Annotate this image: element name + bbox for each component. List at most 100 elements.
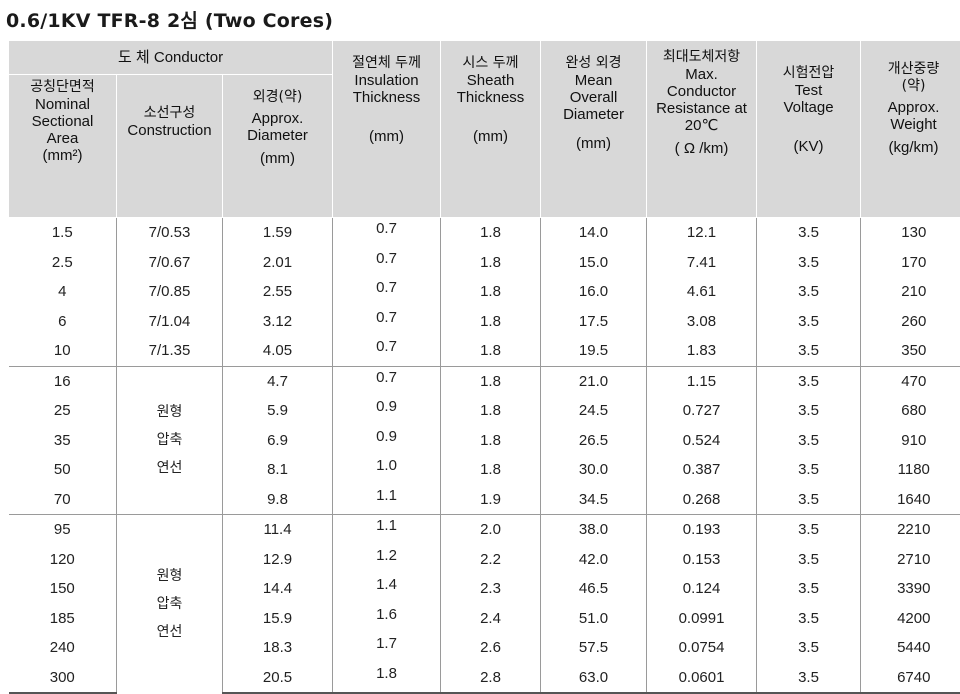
voltage-cell: 3.5 [757,307,861,337]
sheath-cell: 1.8 [441,248,541,278]
insulation-header: 절연체 두께 Insulation Thickness (mm) [333,41,441,218]
voltage-cell: 3.5 [757,455,861,485]
overall-cell: 63.0 [541,663,647,694]
construction-cell: 7/0.67 [117,248,223,278]
insulation-cell: 1.1 [333,485,441,515]
sheath-cell: 1.8 [441,366,541,396]
area-cell: 50 [9,455,117,485]
diameter-cell: 11.4 [223,515,333,545]
overall-cell: 26.5 [541,426,647,456]
table-body: 1.5 7/0.53 1.59 0.7 1.8 14.0 12.1 3.5 13… [9,218,960,694]
voltage-cell: 3.5 [757,426,861,456]
weight-cell: 2210 [861,515,960,545]
area-cell: 185 [9,604,117,634]
insulation-cell: 1.4 [333,574,441,604]
insulation-cell: 0.7 [333,277,441,307]
table-row: 6 7/1.04 3.12 0.7 1.8 17.5 3.08 3.5 260 [9,307,960,337]
diameter-cell: 2.01 [223,248,333,278]
resistance-cell: 0.153 [647,545,757,575]
overall-cell: 30.0 [541,455,647,485]
test-voltage-header: 시험전압 Test Voltage (KV) [757,41,861,218]
weight-cell: 910 [861,426,960,456]
diameter-cell: 1.59 [223,218,333,248]
sheath-cell: 2.3 [441,574,541,604]
weight-cell: 1180 [861,455,960,485]
diameter-cell: 20.5 [223,663,333,694]
table-row: 2.5 7/0.67 2.01 0.7 1.8 15.0 7.41 3.5 17… [9,248,960,278]
insulation-cell: 1.2 [333,545,441,575]
construction-header: 소선구성 Construction [117,75,223,218]
construction-cell: 7/0.85 [117,277,223,307]
diameter-cell: 9.8 [223,485,333,515]
voltage-cell: 3.5 [757,663,861,694]
overall-cell: 34.5 [541,485,647,515]
construction-cell: 7/0.53 [117,218,223,248]
area-cell: 10 [9,336,117,366]
weight-cell: 3390 [861,574,960,604]
weight-cell: 6740 [861,663,960,694]
area-cell: 240 [9,633,117,663]
sheath-cell: 1.8 [441,307,541,337]
voltage-cell: 3.5 [757,218,861,248]
voltage-cell: 3.5 [757,485,861,515]
construction-cell: 7/1.04 [117,307,223,337]
area-cell: 300 [9,663,117,694]
diameter-cell: 8.1 [223,455,333,485]
diameter-cell: 18.3 [223,633,333,663]
diameter-cell: 14.4 [223,574,333,604]
approx-diameter-header: 외경(약) Approx. Diameter (mm) [223,75,333,218]
insulation-cell: 0.7 [333,336,441,366]
sheath-cell: 2.0 [441,515,541,545]
area-cell: 1.5 [9,218,117,248]
insulation-cell: 0.9 [333,426,441,456]
table-row: 4 7/0.85 2.55 0.7 1.8 16.0 4.61 3.5 210 [9,277,960,307]
insulation-cell: 0.7 [333,307,441,337]
sheath-cell: 1.8 [441,455,541,485]
diameter-cell: 15.9 [223,604,333,634]
sheath-cell: 1.8 [441,277,541,307]
insulation-cell: 0.7 [333,366,441,396]
sheath-cell: 1.8 [441,396,541,426]
sheath-cell: 2.6 [441,633,541,663]
weight-cell: 470 [861,366,960,396]
area-cell: 95 [9,515,117,545]
sheath-cell: 2.4 [441,604,541,634]
resistance-cell: 0.0601 [647,663,757,694]
weight-cell: 4200 [861,604,960,634]
overall-diameter-header: 완성 외경 Mean Overall Diameter (mm) [541,41,647,218]
diameter-cell: 5.9 [223,396,333,426]
voltage-cell: 3.5 [757,366,861,396]
resistance-cell: 0.268 [647,485,757,515]
voltage-cell: 3.5 [757,248,861,278]
voltage-cell: 3.5 [757,574,861,604]
weight-cell: 1640 [861,485,960,515]
construction-type-label: 원형 압축 연선 [155,398,185,482]
voltage-cell: 3.5 [757,396,861,426]
conductor-group-header: 도 체 Conductor [9,41,333,75]
insulation-cell: 0.7 [333,218,441,248]
resistance-cell: 7.41 [647,248,757,278]
sheath-cell: 2.8 [441,663,541,694]
overall-cell: 17.5 [541,307,647,337]
diameter-cell: 3.12 [223,307,333,337]
weight-cell: 350 [861,336,960,366]
overall-cell: 16.0 [541,277,647,307]
insulation-cell: 1.0 [333,455,441,485]
overall-cell: 42.0 [541,545,647,575]
voltage-cell: 3.5 [757,545,861,575]
sheath-cell: 1.8 [441,336,541,366]
area-cell: 120 [9,545,117,575]
weight-header: 개산중량 (약) Approx. Weight (kg/km) [861,41,960,218]
diameter-cell: 12.9 [223,545,333,575]
diameter-cell: 2.55 [223,277,333,307]
overall-cell: 46.5 [541,574,647,604]
voltage-cell: 3.5 [757,277,861,307]
nominal-area-header: 공칭단면적 Nominal Sectional Area (mm²) [9,75,117,218]
resistance-cell: 0.124 [647,574,757,604]
overall-cell: 24.5 [541,396,647,426]
area-cell: 150 [9,574,117,604]
weight-cell: 260 [861,307,960,337]
weight-cell: 170 [861,248,960,278]
sheath-cell: 1.8 [441,426,541,456]
weight-cell: 2710 [861,545,960,575]
